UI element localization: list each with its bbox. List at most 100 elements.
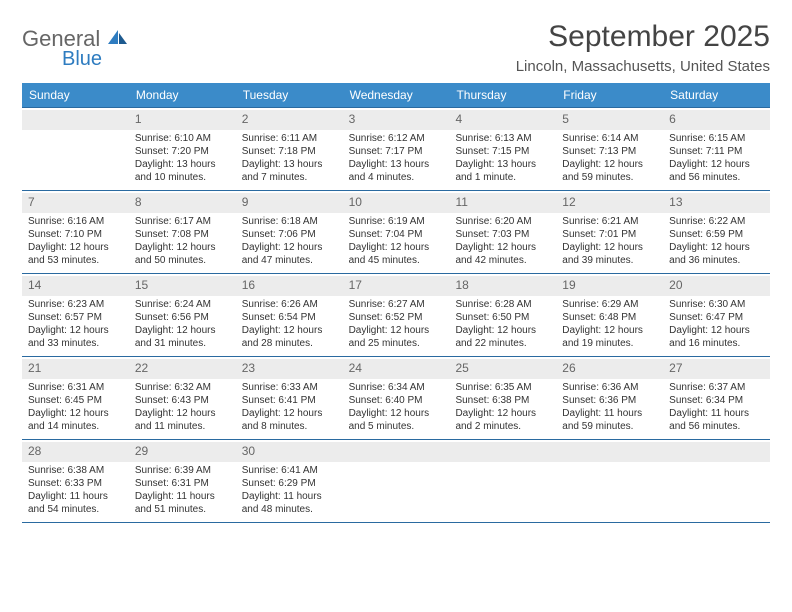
daylight-text: and 25 minutes. (349, 337, 444, 350)
daylight-text: Daylight: 11 hours (135, 490, 230, 503)
sunrise-text: Sunrise: 6:38 AM (28, 464, 123, 477)
daylight-text: and 16 minutes. (669, 337, 764, 350)
day-number: 9 (236, 193, 343, 213)
sunrise-text: Sunrise: 6:34 AM (349, 381, 444, 394)
brand-logo: General Blue (22, 26, 129, 71)
day-number: 19 (556, 276, 663, 296)
daylight-text: Daylight: 12 hours (349, 407, 444, 420)
calendar-cell: 19 Sunrise: 6:29 AMSunset: 6:48 PMDayligh… (556, 274, 663, 356)
day-number: 5 (556, 110, 663, 130)
calendar-page: General Blue September 2025 Lincoln, Mas… (0, 0, 792, 523)
day-number: 2 (236, 110, 343, 130)
day-number (22, 110, 129, 130)
sunrise-text: Sunrise: 6:15 AM (669, 132, 764, 145)
daylight-text: and 53 minutes. (28, 254, 123, 267)
sunrise-text: Sunrise: 6:37 AM (669, 381, 764, 394)
brand-blue: Blue (62, 48, 129, 71)
calendar-cell: 11Sunrise: 6:20 AMSunset: 7:03 PMDayligh… (449, 191, 556, 273)
calendar-cell: 20Sunrise: 6:30 AMSunset: 6:47 PMDayligh… (663, 274, 770, 356)
daylight-text: and 47 minutes. (242, 254, 337, 267)
day-number: 25 (449, 359, 556, 379)
sunset-text: Sunset: 6:45 PM (28, 394, 123, 407)
daylight-text: and 2 minutes. (455, 420, 550, 433)
daylight-text: Daylight: 12 hours (242, 241, 337, 254)
daylight-text: Daylight: 11 hours (28, 490, 123, 503)
day-number: 18 (449, 276, 556, 296)
calendar-cell (663, 440, 770, 522)
calendar-week: 1Sunrise: 6:10 AMSunset: 7:20 PMDaylight… (22, 108, 770, 191)
sunset-text: Sunset: 7:10 PM (28, 228, 123, 241)
daylight-text: and 50 minutes. (135, 254, 230, 267)
day-number: 17 (343, 276, 450, 296)
sunset-text: Sunset: 7:20 PM (135, 145, 230, 158)
sunset-text: Sunset: 7:13 PM (562, 145, 657, 158)
calendar-cell: 3Sunrise: 6:12 AMSunset: 7:17 PMDaylight… (343, 108, 450, 190)
daylight-text: Daylight: 12 hours (28, 324, 123, 337)
day-number: 16 (236, 276, 343, 296)
sunset-text: Sunset: 6:38 PM (455, 394, 550, 407)
day-number: 23 (236, 359, 343, 379)
daylight-text: and 39 minutes. (562, 254, 657, 267)
daylight-text: and 31 minutes. (135, 337, 230, 350)
sunrise-text: Sunrise: 6:29 AM (562, 298, 657, 311)
sunrise-text: Sunrise: 6:32 AM (135, 381, 230, 394)
daylight-text: Daylight: 12 hours (28, 407, 123, 420)
calendar-cell: 15Sunrise: 6:24 AMSunset: 6:56 PMDayligh… (129, 274, 236, 356)
day-number: 4 (449, 110, 556, 130)
daylight-text: and 45 minutes. (349, 254, 444, 267)
calendar-week: 14Sunrise: 6:23 AMSunset: 6:57 PMDayligh… (22, 274, 770, 357)
sunrise-text: Sunrise: 6:39 AM (135, 464, 230, 477)
daylight-text: and 51 minutes. (135, 503, 230, 516)
daylight-text: Daylight: 13 hours (349, 158, 444, 171)
daylight-text: Daylight: 13 hours (135, 158, 230, 171)
title-block: September 2025 Lincoln, Massachusetts, U… (516, 20, 770, 75)
daylight-text: Daylight: 13 hours (242, 158, 337, 171)
day-number: 7 (22, 193, 129, 213)
weekday-sunday: Sunday (22, 83, 129, 107)
calendar-cell: 9Sunrise: 6:18 AMSunset: 7:06 PMDaylight… (236, 191, 343, 273)
calendar-cell: 25Sunrise: 6:35 AMSunset: 6:38 PMDayligh… (449, 357, 556, 439)
daylight-text: and 56 minutes. (669, 420, 764, 433)
day-number: 1 (129, 110, 236, 130)
sunset-text: Sunset: 7:03 PM (455, 228, 550, 241)
calendar-cell: 26Sunrise: 6:36 AMSunset: 6:36 PMDayligh… (556, 357, 663, 439)
day-number: 11 (449, 193, 556, 213)
daylight-text: Daylight: 12 hours (135, 407, 230, 420)
sunset-text: Sunset: 6:48 PM (562, 311, 657, 324)
daylight-text: and 36 minutes. (669, 254, 764, 267)
daylight-text: Daylight: 12 hours (562, 241, 657, 254)
weeks-container: 1Sunrise: 6:10 AMSunset: 7:20 PMDaylight… (22, 107, 770, 523)
sunrise-text: Sunrise: 6:10 AM (135, 132, 230, 145)
daylight-text: Daylight: 12 hours (455, 324, 550, 337)
calendar-cell: 2Sunrise: 6:11 AMSunset: 7:18 PMDaylight… (236, 108, 343, 190)
weekday-tuesday: Tuesday (236, 83, 343, 107)
sunset-text: Sunset: 7:11 PM (669, 145, 764, 158)
daylight-text: and 1 minute. (455, 171, 550, 184)
sunset-text: Sunset: 6:31 PM (135, 477, 230, 490)
month-title: September 2025 (516, 20, 770, 54)
day-number: 20 (663, 276, 770, 296)
daylight-text: and 22 minutes. (455, 337, 550, 350)
day-number: 15 (129, 276, 236, 296)
day-number: 13 (663, 193, 770, 213)
calendar-cell: 4Sunrise: 6:13 AMSunset: 7:15 PMDaylight… (449, 108, 556, 190)
sunset-text: Sunset: 7:04 PM (349, 228, 444, 241)
sunrise-text: Sunrise: 6:27 AM (349, 298, 444, 311)
weekday-wednesday: Wednesday (343, 83, 450, 107)
sunset-text: Sunset: 6:50 PM (455, 311, 550, 324)
calendar-cell: 22Sunrise: 6:32 AMSunset: 6:43 PMDayligh… (129, 357, 236, 439)
calendar-cell: 28Sunrise: 6:38 AMSunset: 6:33 PMDayligh… (22, 440, 129, 522)
sunset-text: Sunset: 6:57 PM (28, 311, 123, 324)
sunrise-text: Sunrise: 6:22 AM (669, 215, 764, 228)
day-number: 22 (129, 359, 236, 379)
day-number (556, 442, 663, 462)
sunrise-text: Sunrise: 6:24 AM (135, 298, 230, 311)
sunset-text: Sunset: 6:34 PM (669, 394, 764, 407)
calendar-week: 21Sunrise: 6:31 AMSunset: 6:45 PMDayligh… (22, 357, 770, 440)
day-number: 29 (129, 442, 236, 462)
daylight-text: and 5 minutes. (349, 420, 444, 433)
daylight-text: and 10 minutes. (135, 171, 230, 184)
daylight-text: Daylight: 12 hours (455, 407, 550, 420)
daylight-text: Daylight: 12 hours (562, 324, 657, 337)
sunset-text: Sunset: 7:08 PM (135, 228, 230, 241)
